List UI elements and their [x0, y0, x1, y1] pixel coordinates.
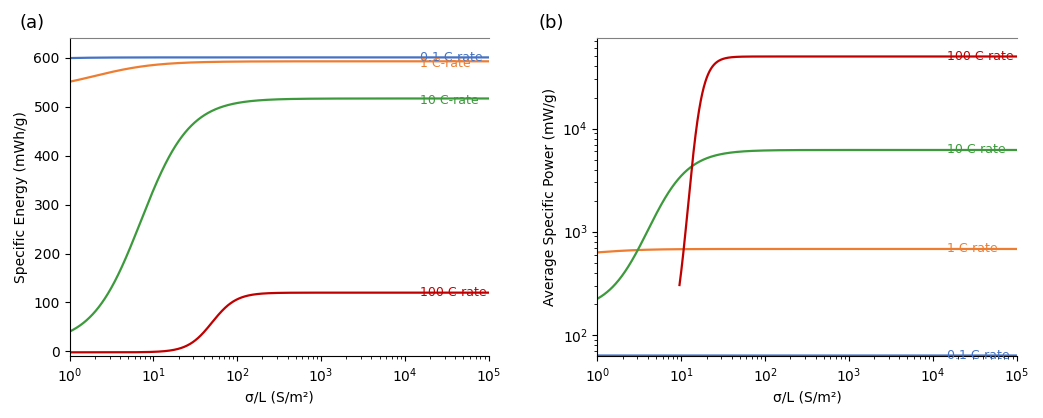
- Text: (b): (b): [539, 14, 564, 32]
- Text: 100 C-rate: 100 C-rate: [947, 50, 1014, 63]
- Y-axis label: Specific Energy (mWh/g): Specific Energy (mWh/g): [14, 111, 28, 283]
- Y-axis label: Average Specific Power (mW/g): Average Specific Power (mW/g): [542, 88, 557, 306]
- X-axis label: σ/L (S/m²): σ/L (S/m²): [773, 390, 842, 404]
- Text: (a): (a): [19, 14, 45, 32]
- Text: 0.1 C-rate: 0.1 C-rate: [419, 51, 482, 64]
- Text: 0.1 C-rate: 0.1 C-rate: [947, 349, 1010, 362]
- Text: 10 C-rate: 10 C-rate: [419, 94, 478, 107]
- Text: 10 C-rate: 10 C-rate: [947, 143, 1006, 156]
- Text: 1 C-rate: 1 C-rate: [419, 57, 470, 70]
- Text: 1 C-rate: 1 C-rate: [947, 242, 998, 255]
- Text: 100 C-rate: 100 C-rate: [419, 286, 486, 299]
- X-axis label: σ/L (S/m²): σ/L (S/m²): [245, 390, 314, 404]
